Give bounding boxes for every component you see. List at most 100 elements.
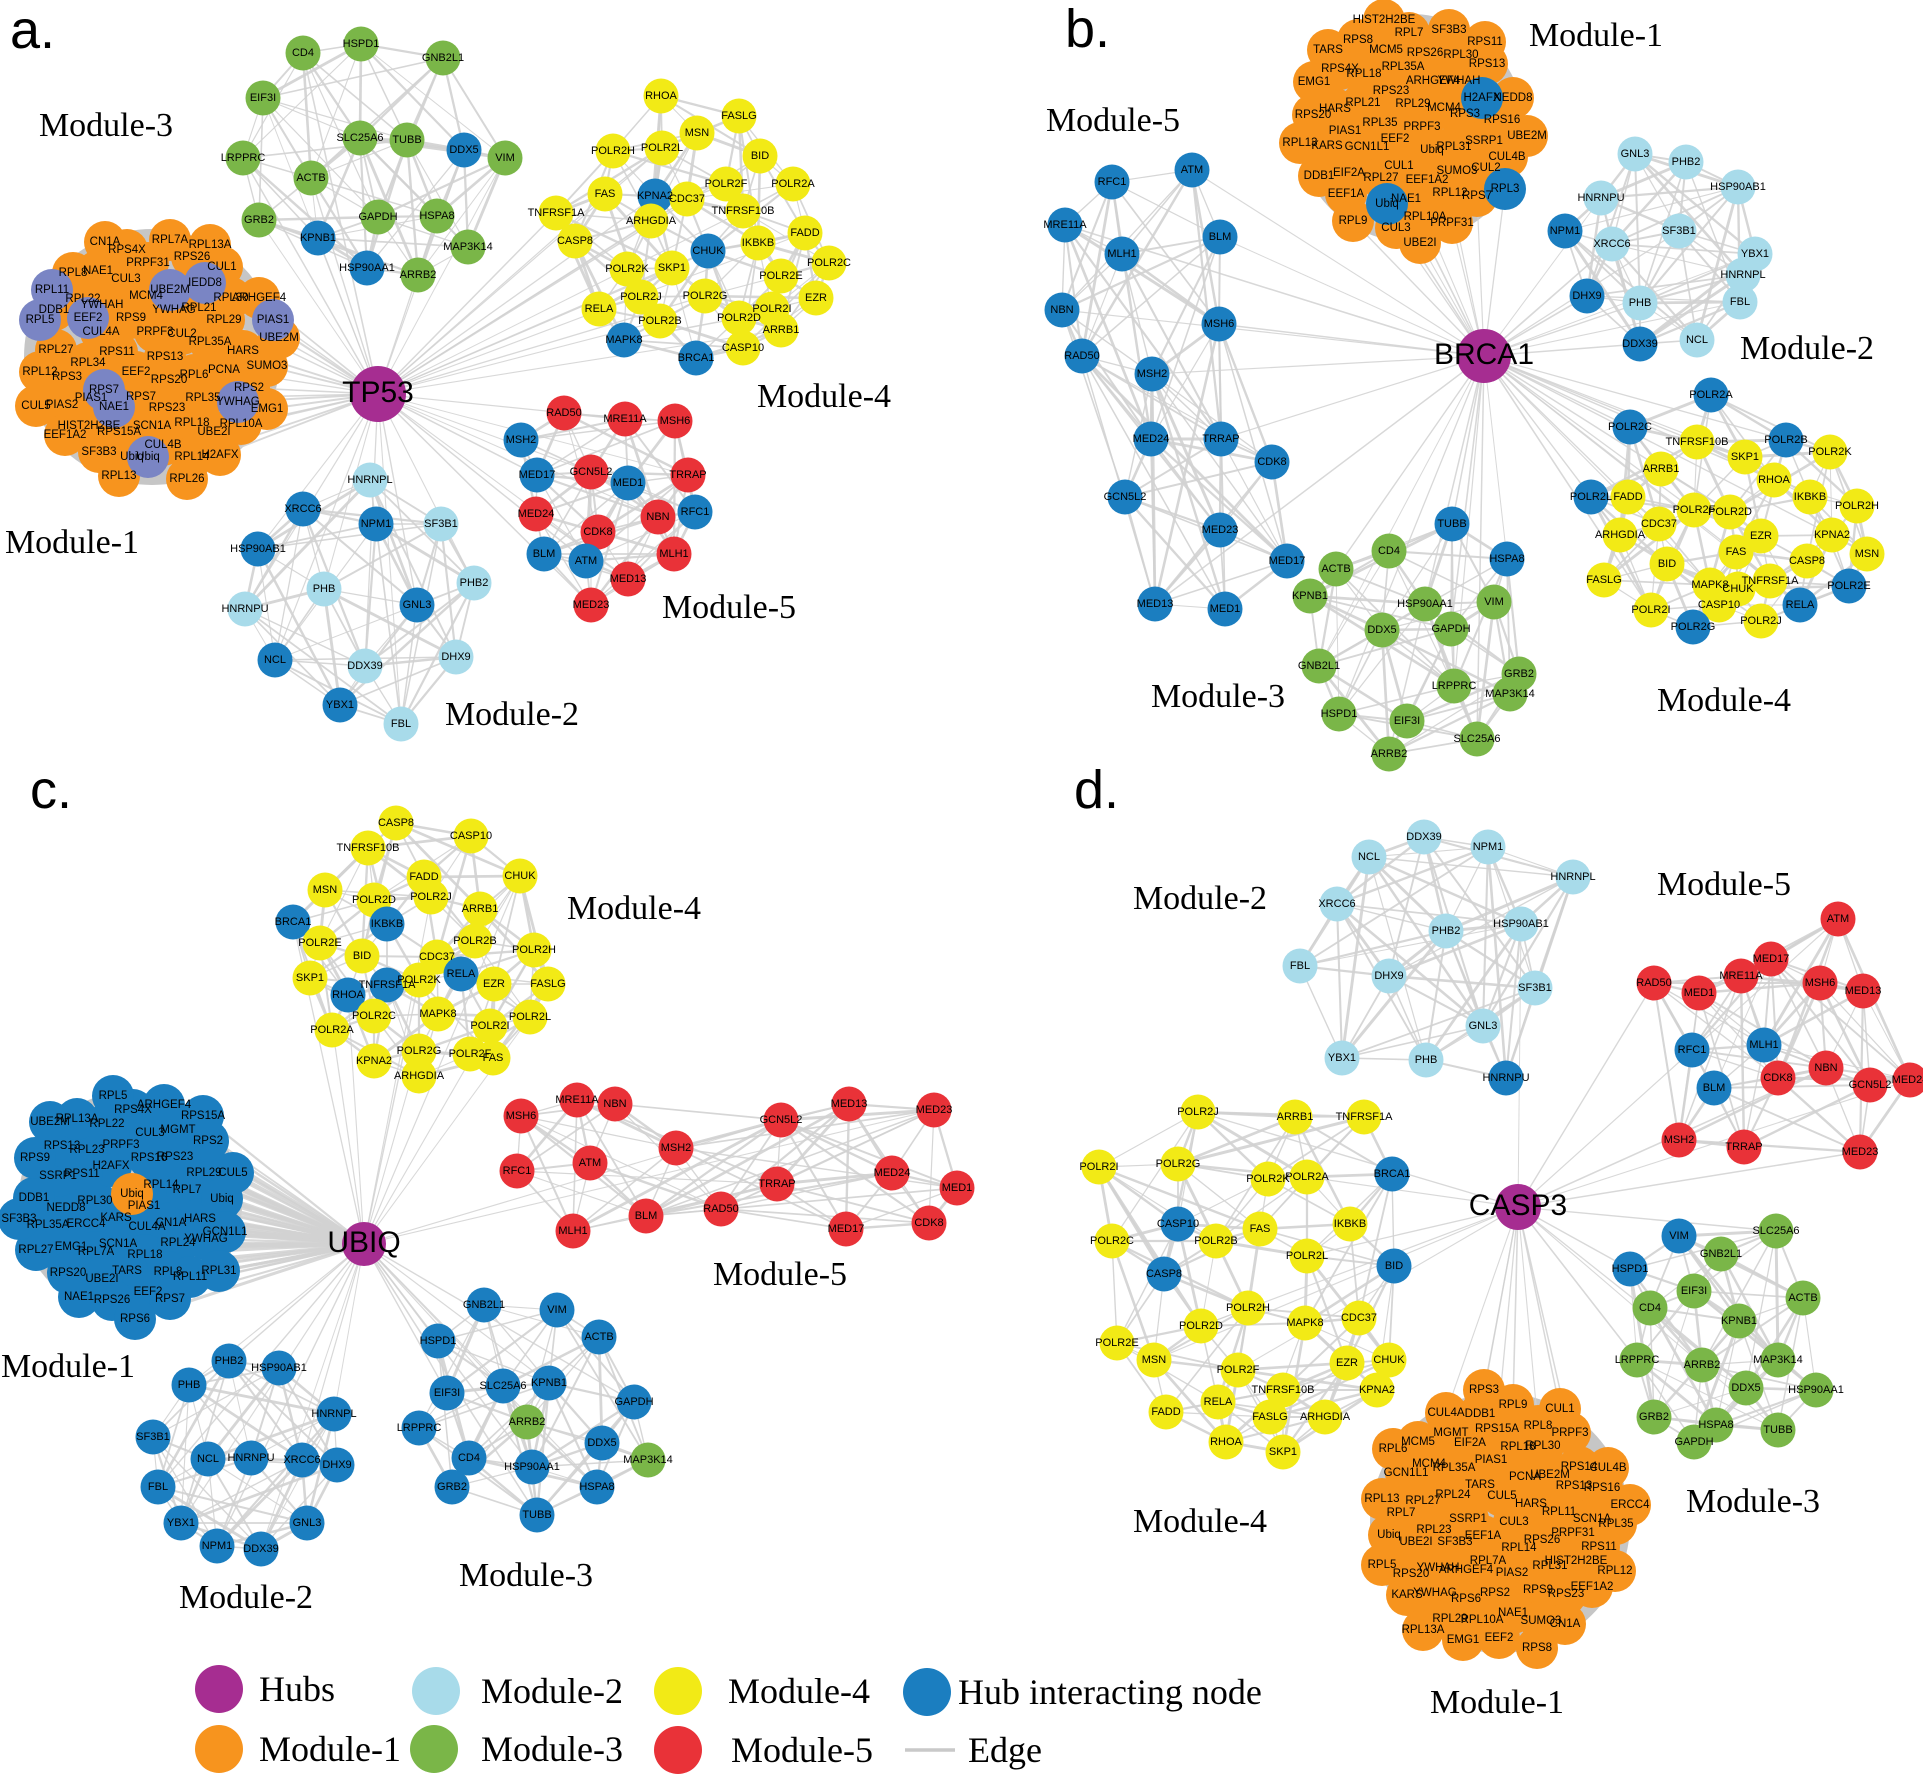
svg-text:GCN1L1: GCN1L1	[203, 1226, 248, 1238]
svg-text:KPNA2: KPNA2	[356, 1055, 392, 1067]
svg-text:ARRB2: ARRB2	[1371, 748, 1408, 760]
svg-text:CUL4B: CUL4B	[1589, 1462, 1626, 1474]
svg-text:MED23: MED23	[916, 1104, 953, 1116]
svg-text:CUL1: CUL1	[207, 261, 236, 273]
svg-text:TNFRSF1A: TNFRSF1A	[1742, 575, 1800, 587]
svg-text:FASLG: FASLG	[1586, 574, 1621, 586]
svg-text:DDB1: DDB1	[39, 304, 70, 316]
svg-text:POLR2B: POLR2B	[638, 315, 681, 327]
svg-text:IKBKB: IKBKB	[742, 237, 774, 249]
svg-text:MED1: MED1	[942, 1182, 973, 1194]
svg-text:NBN: NBN	[1814, 1062, 1837, 1074]
svg-text:MED17: MED17	[519, 469, 556, 481]
svg-text:YWHAG: YWHAG	[1413, 1587, 1457, 1599]
svg-text:NAE1: NAE1	[83, 265, 113, 277]
svg-text:POLR2E: POLR2E	[298, 937, 341, 949]
svg-text:NAE1: NAE1	[1391, 193, 1421, 205]
svg-text:FADD: FADD	[790, 227, 819, 239]
svg-text:RPS7: RPS7	[126, 391, 156, 403]
svg-text:ATM: ATM	[579, 1157, 601, 1169]
svg-text:MSH6: MSH6	[506, 1110, 537, 1122]
svg-text:Module-4: Module-4	[757, 378, 891, 415]
svg-text:c.: c.	[30, 760, 72, 820]
svg-text:SLC25A6: SLC25A6	[479, 1380, 526, 1392]
svg-text:TARS: TARS	[112, 1265, 142, 1277]
svg-text:RPS11: RPS11	[1581, 1541, 1617, 1553]
svg-text:NPM1: NPM1	[361, 518, 392, 530]
svg-text:CASP10: CASP10	[722, 342, 764, 354]
svg-text:HARS: HARS	[1319, 103, 1351, 115]
svg-text:RPL30: RPL30	[1525, 1440, 1560, 1452]
svg-text:POLR2G: POLR2G	[397, 1045, 442, 1057]
svg-text:MAPK8: MAPK8	[1286, 1317, 1323, 1329]
svg-text:Ubiq: Ubiq	[136, 451, 160, 463]
svg-text:Module-5: Module-5	[1657, 866, 1791, 903]
svg-text:RPL29: RPL29	[1432, 1613, 1467, 1625]
svg-text:EIF3I: EIF3I	[1681, 1285, 1707, 1297]
svg-text:SSRP1: SSRP1	[1449, 1513, 1487, 1525]
svg-text:CDK8: CDK8	[1763, 1072, 1792, 1084]
svg-text:SF3B1: SF3B1	[1518, 982, 1552, 994]
svg-text:HSP90AA1: HSP90AA1	[1397, 598, 1453, 610]
svg-text:GNL3: GNL3	[1621, 148, 1650, 160]
svg-text:Ubiq: Ubiq	[120, 1188, 144, 1200]
svg-text:RPS20: RPS20	[151, 374, 187, 386]
svg-text:BRCA1: BRCA1	[1374, 1168, 1411, 1180]
svg-text:H2AFX: H2AFX	[92, 1160, 129, 1172]
svg-text:MED1: MED1	[613, 477, 644, 489]
svg-text:Module-1: Module-1	[1, 1348, 135, 1385]
svg-text:YWHAH: YWHAH	[81, 299, 124, 311]
svg-text:RPS20: RPS20	[1393, 1568, 1429, 1580]
svg-text:GCN5L2: GCN5L2	[760, 1114, 803, 1126]
svg-text:RHOA: RHOA	[1758, 474, 1790, 486]
svg-text:POLR2B: POLR2B	[1194, 1235, 1237, 1247]
svg-text:RPL30: RPL30	[1443, 49, 1478, 61]
svg-text:GRB2: GRB2	[437, 1481, 467, 1493]
svg-text:RPL29: RPL29	[206, 314, 241, 326]
svg-text:MED13: MED13	[1137, 598, 1174, 610]
svg-text:POLR2D: POLR2D	[352, 894, 396, 906]
svg-text:RPS15A: RPS15A	[1475, 1423, 1519, 1435]
svg-text:HSPA8: HSPA8	[1489, 553, 1524, 565]
svg-text:POLR2D: POLR2D	[1179, 1320, 1223, 1332]
svg-text:RPS16: RPS16	[131, 1152, 167, 1164]
svg-text:DDX39: DDX39	[347, 660, 382, 672]
svg-text:RHOA: RHOA	[332, 989, 364, 1001]
svg-text:ARHGDIA: ARHGDIA	[394, 1070, 445, 1082]
svg-text:Module-2: Module-2	[1133, 880, 1267, 917]
svg-text:YWHAH: YWHAH	[1438, 75, 1481, 87]
svg-text:Module-3: Module-3	[1686, 1483, 1820, 1520]
svg-text:CDC37: CDC37	[1641, 518, 1677, 530]
svg-text:GAPDH: GAPDH	[1431, 623, 1470, 635]
svg-text:Module-3: Module-3	[481, 1729, 623, 1769]
svg-text:TNFRSF10B: TNFRSF10B	[1666, 436, 1729, 448]
svg-text:SLC25A6: SLC25A6	[1752, 1225, 1799, 1237]
svg-text:FBL: FBL	[391, 718, 411, 730]
svg-text:SF3B3: SF3B3	[1, 1213, 36, 1225]
svg-text:Module-1: Module-1	[259, 1729, 401, 1769]
svg-text:YBX1: YBX1	[1328, 1052, 1356, 1064]
svg-text:RPL10A: RPL10A	[1404, 211, 1447, 223]
svg-text:CUL3: CUL3	[135, 1127, 164, 1139]
svg-text:Module-1: Module-1	[1430, 1684, 1564, 1721]
svg-text:XRCC6: XRCC6	[1318, 898, 1355, 910]
svg-text:PHB2: PHB2	[215, 1355, 244, 1367]
svg-text:FADD: FADD	[1151, 1406, 1180, 1418]
svg-text:CUL4A: CUL4A	[128, 1221, 165, 1233]
svg-text:MED23: MED23	[1202, 524, 1239, 536]
svg-text:BLM: BLM	[635, 1210, 658, 1222]
svg-text:TRRAP: TRRAP	[1725, 1141, 1762, 1153]
svg-text:RPS9: RPS9	[116, 312, 146, 324]
svg-text:Module-1: Module-1	[1529, 17, 1663, 54]
svg-text:Hubs: Hubs	[259, 1669, 335, 1709]
svg-text:TARS: TARS	[1465, 1479, 1495, 1491]
svg-text:CHUK: CHUK	[1373, 1354, 1405, 1366]
svg-text:PCNA: PCNA	[1509, 1471, 1541, 1483]
svg-text:RFC1: RFC1	[1678, 1044, 1707, 1056]
svg-text:RPL35A: RPL35A	[1433, 1462, 1476, 1474]
svg-text:Module-3: Module-3	[459, 1557, 593, 1594]
svg-text:RPS20: RPS20	[50, 1267, 86, 1279]
svg-text:RPL13A: RPL13A	[189, 239, 232, 251]
svg-text:CD4: CD4	[1378, 545, 1400, 557]
svg-text:POLR2E: POLR2E	[759, 270, 802, 282]
